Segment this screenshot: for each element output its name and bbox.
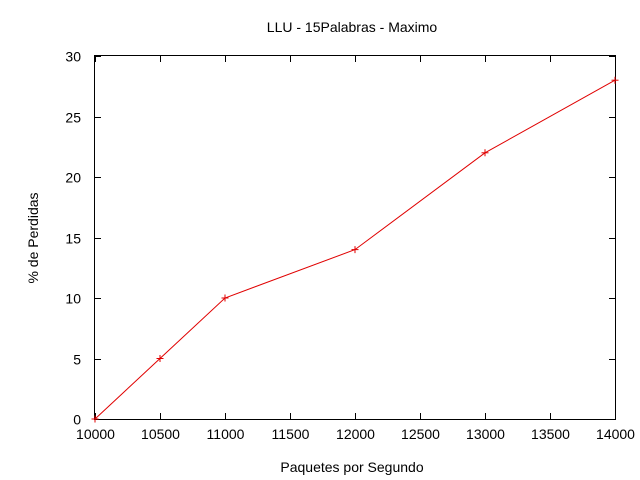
x-tick-label: 12500 (401, 426, 440, 442)
data-point-marker (221, 294, 229, 302)
data-point-marker (611, 76, 619, 84)
data-point-marker (156, 355, 164, 362)
y-tick-label: 5 (73, 352, 81, 368)
chart-title: LLU - 15Palabras - Maximo (267, 19, 438, 35)
data-point-marker (481, 149, 489, 157)
x-tick-label: 12000 (336, 426, 375, 442)
y-tick-label: 0 (73, 412, 81, 428)
x-axis-label: Paquetes por Segundo (280, 459, 423, 475)
data-point-marker (351, 246, 359, 254)
y-tick-label: 30 (65, 49, 81, 65)
y-tick-label: 25 (65, 110, 81, 126)
x-tick-label: 10000 (76, 426, 115, 442)
axis-tick-labels: 10000 10500 11000 11500 12000 12500 13000 13500… (65, 49, 635, 443)
x-tick-label: 11500 (272, 426, 310, 442)
axis-ticks (95, 56, 616, 420)
series-line (94, 79, 616, 420)
data-point-marker (91, 415, 99, 423)
y-tick-label: 20 (65, 170, 81, 186)
plot-frame (94, 55, 616, 420)
series-group (91, 76, 619, 423)
x-tick-label: 14000 (596, 426, 635, 442)
y-tick-label: 15 (65, 231, 81, 247)
x-tick-label: 13000 (466, 426, 505, 442)
x-tick-label: 10500 (141, 426, 180, 442)
y-axis-label: % de Perdidas (25, 192, 41, 283)
x-tick-label: 13500 (531, 426, 570, 442)
x-tick-label: 11000 (207, 426, 245, 442)
y-tick-label: 10 (65, 291, 81, 307)
